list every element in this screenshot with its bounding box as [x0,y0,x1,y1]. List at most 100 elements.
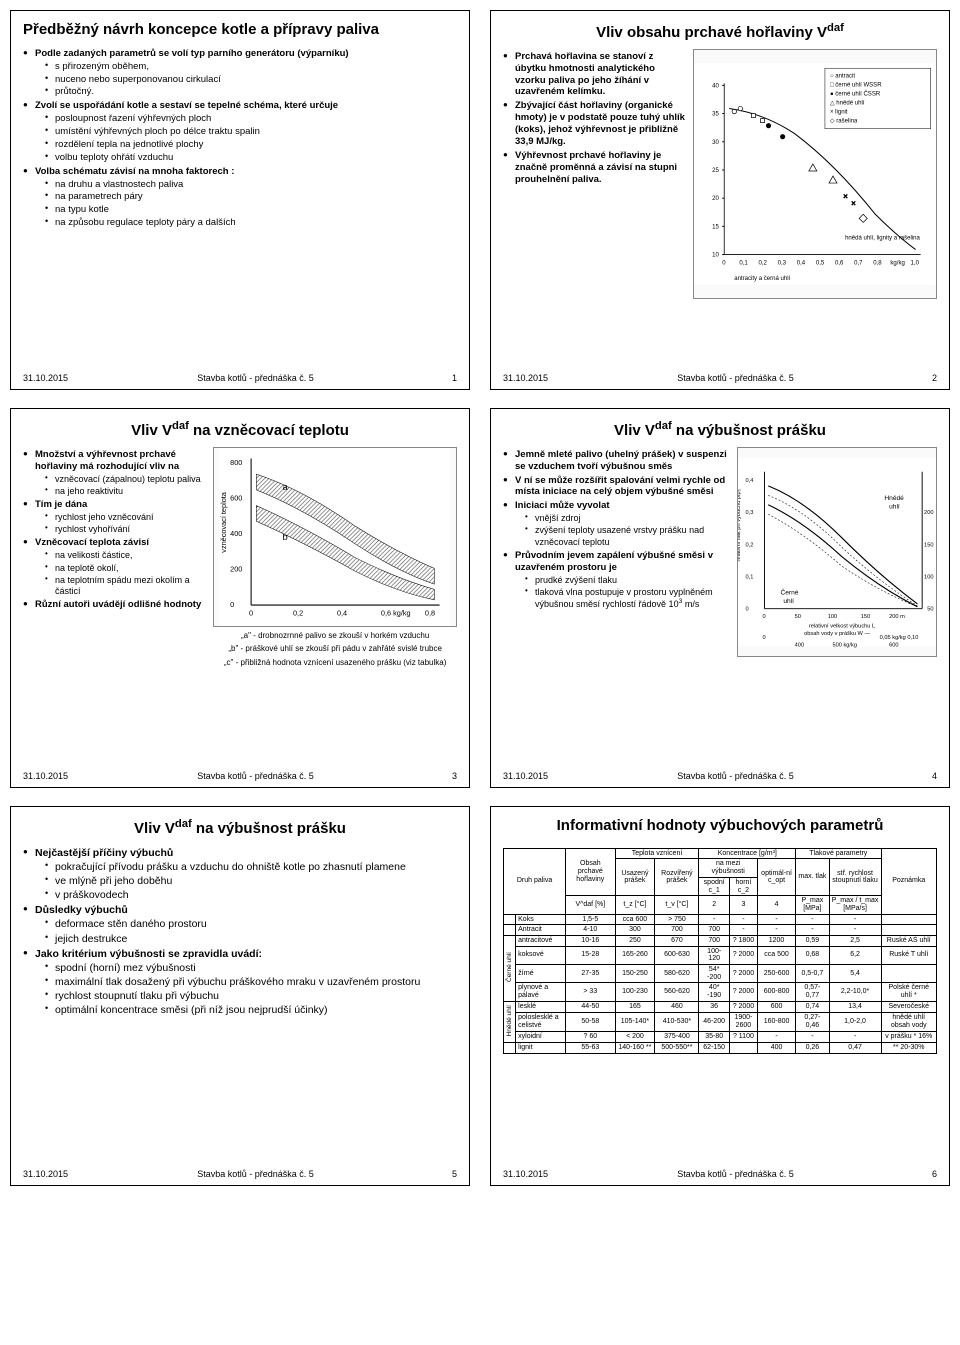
slide-1-footer: 31.10.2015 Stavba kotlů - přednáška č. 5… [23,369,457,383]
s1-b3b: na parametrech páry [45,191,457,203]
s5-h2: Důsledky výbuchů deformace stěn daného p… [23,904,457,945]
s2-p3: Výhřevnost prchavé hořlaviny je značně p… [503,150,685,186]
svg-text:20: 20 [712,196,719,202]
s3-l3: Vzněcovací teplota závisí na velikosti č… [23,537,205,597]
s4-p1: Jemně mleté palivo (uhelný prášek) v sus… [503,449,729,473]
s3-cap-c: „c" - přibližná hodnota vznícení usazené… [224,658,447,668]
s3-l1: Množství a výhřevnost prchavé hořlaviny … [23,449,205,497]
explosion-params-table: Druh paliva Obsah prchavé hořlaviny Tepl… [503,848,937,1054]
svg-text:100: 100 [924,574,933,580]
slide-4-footer: 31.10.2015 Stavba kotlů - přednáška č. 5… [503,767,937,781]
svg-text:0: 0 [230,600,234,609]
s3-l2: Tím je dána rychlost jeho vzněcování ryc… [23,499,205,535]
s1-b2: Zvolí se uspořádání kotle a sestaví se t… [23,100,457,163]
table-row: plynové a pálavé> 33100-230560-62040* -1… [504,983,937,1001]
table-row: Koks1,5-5cca 600> 750----- [504,914,937,925]
slide-6-title: Informativní hodnoty výbuchových paramet… [503,817,937,836]
svg-text:10: 10 [712,252,719,258]
ignition-temp-chart: 0 200 400 600 800 vzněcovací teplota 0 0… [213,447,457,627]
slide-4-title: Vliv Vdaf na výbušnost prášku [503,419,937,441]
svg-text:Černé: Černé [780,587,798,596]
svg-text:0,2: 0,2 [293,608,303,617]
table-row: lignit55-63140-160 **500-550**62-1504000… [504,1042,937,1053]
svg-text:×: × [851,199,856,208]
svg-text:800: 800 [230,458,242,467]
slide-3: Vliv Vdaf na vzněcovací teplotu Množství… [10,408,470,788]
slide-2-title: Vliv obsahu prchavé hořlaviny Vdaf [503,21,937,43]
s1-b2d: volbu teploty ohřátí vzduchu [45,152,457,164]
svg-text:100: 100 [827,614,836,620]
s1-b1: Podle zadaných parametrů se volí typ par… [23,48,457,99]
s3-l4: Různí autoři uvádějí odlišné hodnoty [23,599,205,611]
s4-p4: Průvodním jevem zapálení výbušné směsi v… [503,550,729,611]
slide-1: Předběžný návrh koncepce kotle a příprav… [10,10,470,390]
table-row: xyloidní? 60< 200375-40035-80? 1100---v … [504,1031,937,1042]
svg-text:b: b [283,531,288,542]
table-row: Hnědé uhlílesklé44-5016546036? 20006000,… [504,1001,937,1012]
svg-text:500 kg/kg: 500 kg/kg [832,642,857,648]
svg-text:0,2: 0,2 [759,260,768,266]
svg-text:30: 30 [712,140,719,146]
svg-text:0,8: 0,8 [874,260,883,266]
slide-1-num: 1 [443,373,457,383]
svg-text:× lignit: × lignit [830,109,848,115]
svg-text:200 m: 200 m [889,614,905,620]
svg-text:200: 200 [230,564,242,573]
explosion-chart: 00,10,20,30,4 relativní tlak při výbuchu… [737,447,937,657]
s1-b2c: rozdělení tepla na jednotlivé plochy [45,139,457,151]
slide-6: Informativní hodnoty výbuchových paramet… [490,806,950,1186]
svg-text:a: a [283,481,289,492]
s3-cap-a: „a" - drobnozrnné palivo se zkouší v hor… [241,631,429,641]
s5-h3: Jako kritérium výbušnosti se zpravidla u… [23,948,457,1018]
svg-text:◇ rašelina: ◇ rašelina [830,118,858,124]
svg-text:0,1: 0,1 [745,574,753,580]
s1-b3: Volba schématu závisí na mnoha faktorech… [23,166,457,229]
slide-1-title: Předběžný návrh koncepce kotle a příprav… [23,21,457,40]
svg-text:Hnědé: Hnědé [884,495,904,502]
svg-text:uhlí: uhlí [889,503,900,510]
svg-text:□ černé uhlí WSSR: □ černé uhlí WSSR [830,82,882,88]
table-row: Černé uhlíantracitové10-16250670700? 180… [504,935,937,946]
table-row: poloslesklé a celistvé50-58105-140*410-5… [504,1012,937,1031]
svg-text:0,8: 0,8 [425,608,435,617]
s1-b1a: s přirozeným oběhem, [45,61,457,73]
svg-text:150: 150 [924,542,933,548]
svg-text:40: 40 [712,83,719,89]
s4-p3: Iniciaci může vyvolat vnější zdroj zvýše… [503,500,729,548]
svg-text:obsah vody v prášku W —: obsah vody v prášku W — [804,631,870,637]
svg-text:150: 150 [860,614,869,620]
footer-course: Stavba kotlů - přednáška č. 5 [68,373,443,383]
svg-text:0,4: 0,4 [797,260,806,266]
svg-text:0,05 kg/kg 0,10: 0,05 kg/kg 0,10 [879,635,918,641]
table-row: koksové15-28165-260600-630100-120? 2000c… [504,946,937,964]
table-row: žírné27-35150-250580-62054* -200? 200025… [504,965,937,983]
svg-text:0,3: 0,3 [745,510,753,516]
svg-text:relativní velkost výbuchu L: relativní velkost výbuchu L [809,623,875,629]
svg-text:0,4: 0,4 [337,608,347,617]
svg-text:×: × [843,192,848,201]
slide-4: Vliv Vdaf na výbušnost prášku Jemně mlet… [490,408,950,788]
svg-text:1,0: 1,0 [911,260,920,266]
s1-b1b: nuceno nebo superponovanou cirkulací [45,74,457,86]
s5-h1: Nejčastější příčiny výbuchů pokračující … [23,847,457,903]
svg-text:0,1: 0,1 [740,260,749,266]
slide-6-footer: 31.10.2015 Stavba kotlů - přednáška č. 5… [503,1165,937,1179]
svg-text:0,6 kg/kg: 0,6 kg/kg [381,608,411,617]
svg-text:400: 400 [230,529,242,538]
svg-text:0,4: 0,4 [745,478,753,484]
svg-text:vzněcovací teplota: vzněcovací teplota [219,491,228,553]
svg-text:0: 0 [249,608,253,617]
svg-text:0: 0 [745,606,748,612]
svg-text:35: 35 [712,111,719,117]
svg-text:hnědá uhlí, lignity a rašelina: hnědá uhlí, lignity a rašelina [845,235,920,241]
svg-text:kg/kg: kg/kg [891,260,905,266]
vdaf-chart: ○ antracit □ černé uhlí WSSR ● černé uhl… [693,49,937,299]
s1-b3d: na způsobu regulace teploty páry a další… [45,217,457,229]
s1-b3a: na druhu a vlastnostech paliva [45,179,457,191]
s2-p2: Zbývající část hořlaviny (organické hmot… [503,100,685,148]
svg-text:relativní tlak při výbuchu p/p: relativní tlak při výbuchu p/p₀ [737,488,742,561]
slide-5-footer: 31.10.2015 Stavba kotlů - přednáška č. 5… [23,1165,457,1179]
s2-p1: Prchavá hořlavina se stanoví z úbytku hm… [503,51,685,99]
svg-text:0: 0 [762,614,765,620]
s1-b2b: umístění výhřevných ploch po délce trakt… [45,126,457,138]
